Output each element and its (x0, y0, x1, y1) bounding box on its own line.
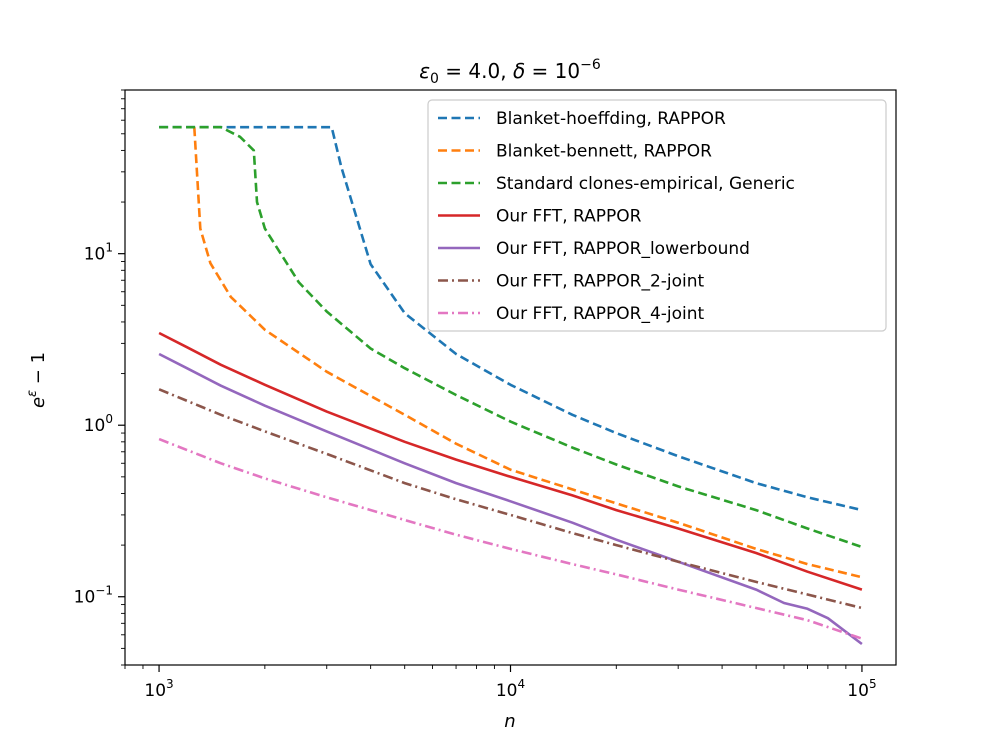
legend: Blanket-hoeffding, RAPPOR Blanket-bennett… (427, 99, 887, 332)
y-tick-label-3: 101 (84, 241, 113, 265)
y-tick-label-1: 10−1 (74, 584, 113, 608)
y-label-exponent: ε (25, 390, 40, 397)
series-group (158, 125, 863, 646)
x-axis-label: n (504, 711, 515, 732)
title-delta: δ (513, 59, 525, 83)
series-line-4 (158, 331, 863, 591)
chart-title: ε0 = 4.0, δ = 10−6 (419, 57, 601, 87)
legend-label-5: Our FFT, RAPPOR_lowerbound (496, 239, 750, 259)
series-line-5 (158, 352, 863, 646)
series-line-3 (159, 125, 863, 549)
x-tick-label-2: 104 (496, 677, 525, 701)
legend-label-7: Our FFT, RAPPOR_4-joint (496, 304, 705, 324)
legend-label-1: Blanket-hoeffding, RAPPOR (496, 109, 726, 129)
legend-label-2: Blanket-bennett, RAPPOR (496, 142, 712, 162)
series-line-1 (159, 125, 863, 512)
title-epsilon-subscript: 0 (430, 71, 439, 87)
title-epsilon-value: = 4.0, (439, 59, 513, 83)
legend-label-6: Our FFT, RAPPOR_2-joint (496, 272, 705, 292)
legend-label-4: Our FFT, RAPPOR (496, 207, 642, 227)
y-label-base: e (28, 397, 49, 408)
series-line-6 (158, 388, 863, 610)
legend-label-3: Standard clones-empirical, Generic (496, 174, 795, 194)
x-tick-label-3: 105 (847, 677, 876, 701)
series-line-7 (158, 437, 863, 640)
y-axis-label: eε − 1 (25, 352, 49, 408)
x-tick-label-1: 103 (144, 677, 173, 701)
title-delta-value: = 10 (525, 59, 580, 83)
y-tick-label-2: 100 (84, 412, 113, 436)
title-delta-exponent: −6 (580, 57, 601, 73)
legend-box (427, 99, 887, 332)
y-label-tail: − 1 (28, 352, 49, 390)
title-epsilon: ε (419, 59, 430, 83)
plot-area: 103 104 105 10−1 100 101 (74, 89, 897, 701)
